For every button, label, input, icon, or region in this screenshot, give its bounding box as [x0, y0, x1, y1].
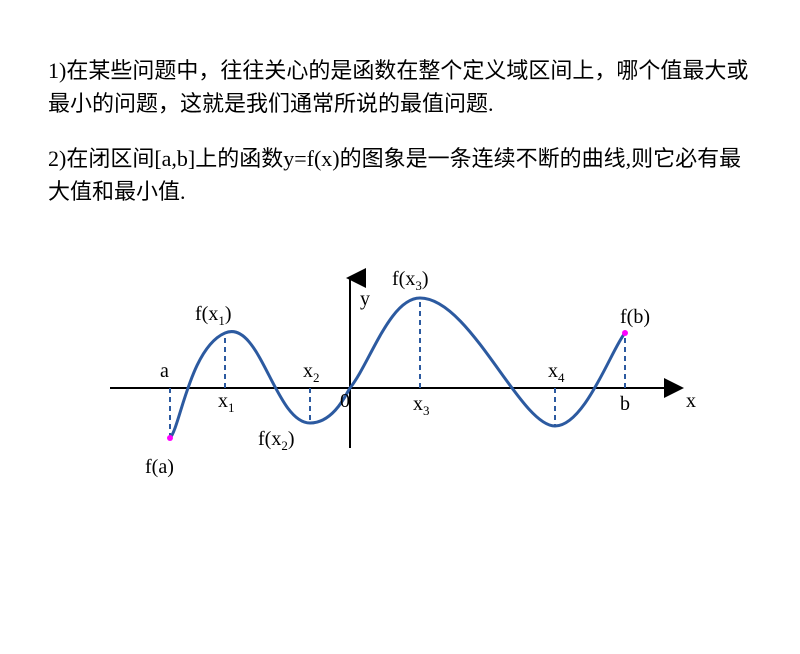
paragraph-2: 2)在闭区间[a,b]上的函数y=f(x)的图象是一条连续不断的曲线,则它必有最…	[48, 142, 760, 208]
chart-svg	[0, 218, 800, 508]
label-b: b	[620, 393, 630, 416]
endpoint-a	[167, 435, 173, 441]
label-x4: x4	[548, 360, 565, 386]
label-origin: 0	[340, 390, 350, 413]
label-a: a	[160, 360, 169, 383]
label-fx2: f(x2)	[258, 428, 295, 454]
label-x3: x3	[413, 393, 430, 419]
extreme-value-chart: y x 0 a b x1 x2 x3 x4 f(a) f(b) f(x1) f(…	[0, 218, 800, 508]
label-fx3: f(x3)	[392, 268, 429, 294]
label-fb: f(b)	[620, 306, 650, 329]
label-x: x	[686, 390, 696, 413]
endpoint-b	[622, 330, 628, 336]
label-fa: f(a)	[145, 456, 174, 479]
label-fx1: f(x1)	[195, 303, 232, 329]
label-y: y	[360, 288, 370, 311]
label-x2: x2	[303, 360, 320, 386]
label-x1: x1	[218, 390, 235, 416]
paragraph-1: 1)在某些问题中，往往关心的是函数在整个定义域区间上，哪个值最大或最小的问题，这…	[48, 54, 760, 120]
